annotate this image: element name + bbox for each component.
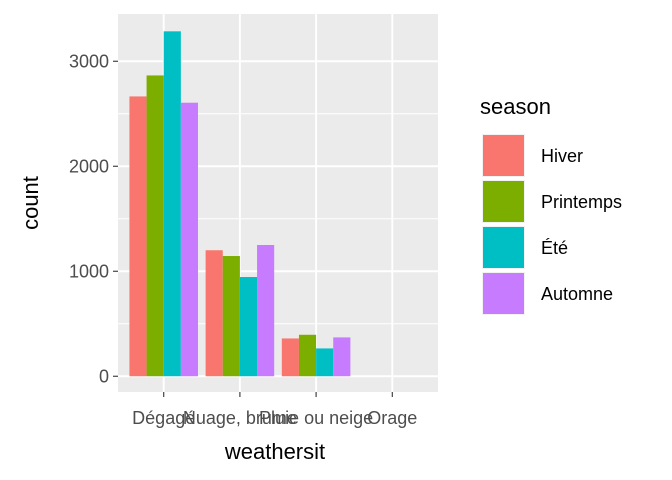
legend-key	[483, 273, 524, 314]
y-tick-label: 2000	[69, 156, 109, 176]
bar	[146, 75, 164, 377]
bar	[205, 250, 223, 377]
bars	[129, 31, 351, 377]
legend: season Hiver Printemps Été Automne	[480, 94, 622, 315]
bar	[180, 102, 198, 377]
bar	[239, 277, 258, 377]
x-axis-title: weathersit	[224, 439, 325, 464]
bar	[281, 338, 299, 377]
x-tick-label: Nuage, brume	[183, 408, 297, 428]
legend-key	[483, 227, 524, 268]
x-tick-label: Dégagé	[132, 408, 195, 428]
legend-label: Été	[541, 238, 568, 258]
legend-title: season	[480, 94, 551, 119]
bar	[163, 31, 181, 377]
bar	[316, 348, 334, 377]
y-tick-label: 3000	[69, 51, 109, 71]
legend-key	[483, 135, 524, 176]
bar	[129, 96, 147, 377]
x-tick-label: Orage	[367, 408, 417, 428]
legend-key	[483, 181, 524, 222]
bar	[222, 256, 240, 377]
legend-label: Printemps	[541, 192, 622, 212]
bar	[298, 334, 317, 377]
y-tick-label: 0	[99, 366, 109, 386]
legend-label: Hiver	[541, 146, 583, 166]
legend-label: Automne	[541, 284, 613, 304]
x-tick-label: Pluie ou neige	[259, 408, 373, 428]
bar	[333, 337, 351, 377]
y-axis-title: count	[18, 176, 43, 230]
y-tick-label: 1000	[69, 261, 109, 281]
bar	[257, 245, 275, 377]
y-axis: 0 1000 2000 3000	[69, 51, 118, 386]
